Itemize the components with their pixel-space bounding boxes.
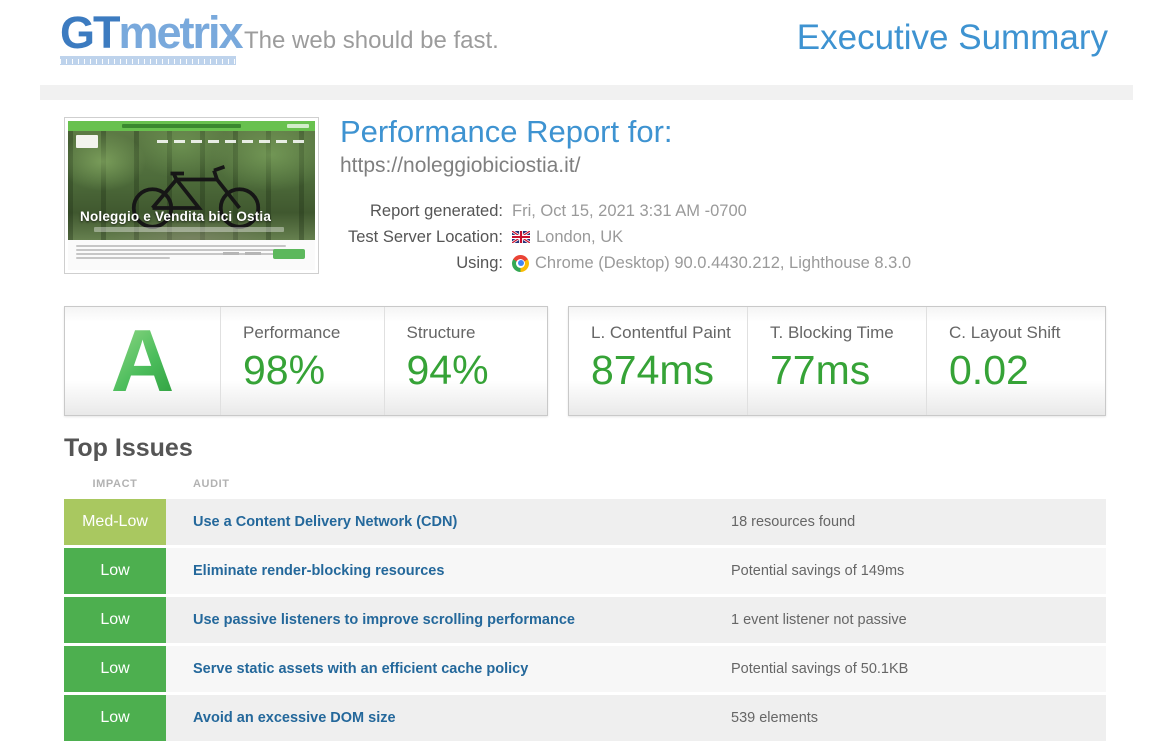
cookie-text-line [76,257,170,259]
audit-link[interactable]: Serve static assets with an efficient ca… [193,661,529,677]
issue-detail: 18 resources found [731,514,856,530]
issue-row: Low Avoid an excessive DOM size 539 elem… [64,695,1106,741]
meta-value: Fri, Oct 15, 2021 3:31 AM -0700 [512,201,747,220]
cookie-text-line [76,245,286,247]
site-logo [76,135,98,148]
impact-column-header: IMPACT [92,478,138,490]
grade-box: A Performance 98% Structure 94% [64,306,548,416]
meta-value: Chrome (Desktop) 90.0.4430.212, Lighthou… [512,254,911,273]
cookie-accept-button [273,249,305,259]
top-issues-header: IMPACT AUDIT [64,478,1106,490]
impact-badge: Low [64,597,166,643]
meta-location-text: London, UK [536,227,624,246]
impact-badge: Low [64,695,166,741]
cls-label: C. Layout Shift [949,323,1061,342]
report-url: https://noleggiobiciostia.it/ [340,154,581,178]
report-title: Performance Report for: [340,114,673,149]
issue-row-content: Use passive listeners to improve scrolli… [166,597,1106,643]
issue-row: Low Serve static assets with an efficien… [64,646,1106,692]
uk-flag-icon [512,231,530,244]
structure-value: 94% [406,347,489,393]
gtmetrix-grade: A [110,311,175,410]
cookie-text-line [76,253,274,255]
site-announcement-bar [68,121,315,131]
lcp-cell: L. Contentful Paint 874ms [569,307,747,415]
tbt-value: 77ms [770,347,871,393]
issue-row-content: Avoid an excessive DOM size 539 elements [166,695,1106,741]
issue-row: Low Eliminate render-blocking resources … [64,548,1106,594]
scores-row: A Performance 98% Structure 94% L. Conte… [64,306,1106,416]
top-issues-title: Top Issues [64,434,193,462]
logo-ruler-icon [60,55,236,65]
logo-metrix-part: metrix [118,7,244,58]
report-header: GTmetrix The web should be fast. Executi… [0,0,1170,85]
gtmetrix-logo-text: GTmetrix [60,10,244,55]
logo-gt-part: GT [60,7,120,58]
cls-cell: C. Layout Shift 0.02 [926,307,1105,415]
site-screenshot: Noleggio e Vendita bici Ostia [68,121,315,270]
performance-value: 98% [243,347,326,393]
chrome-icon [512,254,529,272]
lcp-label: L. Contentful Paint [591,323,731,342]
gtmetrix-logo: GTmetrix [60,10,244,65]
meta-label: Report generated: [369,201,503,220]
performance-score-cell: Performance 98% [220,307,384,415]
report-info: Performance Report for: https://noleggio… [340,114,911,276]
audit-column-header: AUDIT [193,478,230,490]
top-issues-section: Top Issues IMPACT AUDIT Med-Low Use a Co… [64,434,1106,741]
audit-link[interactable]: Use passive listeners to improve scrolli… [193,612,575,628]
impact-badge: Low [64,646,166,692]
structure-score-cell: Structure 94% [383,307,548,415]
audit-link[interactable]: Eliminate render-blocking resources [193,563,445,579]
issue-row-content: Serve static assets with an efficient ca… [166,646,1106,692]
page-title: Executive Summary [796,18,1108,57]
issue-row: Med-Low Use a Content Delivery Network (… [64,499,1106,545]
impact-badge: Low [64,548,166,594]
audit-link[interactable]: Use a Content Delivery Network (CDN) [193,514,458,530]
grade-cell: A [65,307,220,415]
site-nav-links [157,140,307,143]
header-divider [40,85,1133,100]
lcp-value: 874ms [591,347,715,393]
issue-detail: Potential savings of 50.1KB [731,661,909,677]
tbt-cell: T. Blocking Time 77ms [747,307,926,415]
site-screenshot-thumbnail: Noleggio e Vendita bici Ostia [64,117,319,274]
meta-browser-text: Chrome (Desktop) 90.0.4430.212, Lighthou… [535,253,912,272]
issue-detail: 539 elements [731,710,819,726]
meta-row-generated: Report generated: Fri, Oct 15, 2021 3:31… [340,198,911,224]
impact-badge: Med-Low [64,499,166,545]
performance-label: Performance [243,323,341,342]
site-subtitle [94,227,284,232]
site-title: Noleggio e Vendita bici Ostia [80,209,272,224]
meta-label: Test Server Location: [348,227,503,246]
site-cookie-banner [68,240,315,270]
report-intro: Noleggio e Vendita bici Ostia Performanc… [64,114,1170,290]
meta-value: London, UK [512,228,623,247]
issue-row-content: Eliminate render-blocking resources Pote… [166,548,1106,594]
top-issues-table: Med-Low Use a Content Delivery Network (… [64,499,1106,741]
cls-value: 0.02 [949,347,1029,393]
issue-row: Low Use passive listeners to improve scr… [64,597,1106,643]
tbt-label: T. Blocking Time [770,323,894,342]
metrics-box: L. Contentful Paint 874ms T. Blocking Ti… [568,306,1106,416]
report-meta: Report generated: Fri, Oct 15, 2021 3:31… [340,198,911,276]
audit-link[interactable]: Avoid an excessive DOM size [193,710,396,726]
bicycle-icon [131,164,261,229]
tagline: The web should be fast. [244,27,499,54]
cookie-text-line [76,249,281,251]
meta-label: Using: [456,253,503,272]
site-navbar [68,131,315,149]
meta-row-browser: Using: Chrome (Desktop) 90.0.4430.212, L… [340,250,911,276]
site-hero: Noleggio e Vendita bici Ostia [68,131,315,240]
structure-label: Structure [406,323,476,342]
meta-row-location: Test Server Location: London, UK [340,224,911,250]
site-announcement-text [122,124,241,128]
cookie-links [223,252,263,255]
issue-row-content: Use a Content Delivery Network (CDN) 18 … [166,499,1106,545]
site-social-icons [287,124,309,128]
issue-detail: 1 event listener not passive [731,612,907,628]
issue-detail: Potential savings of 149ms [731,563,905,579]
